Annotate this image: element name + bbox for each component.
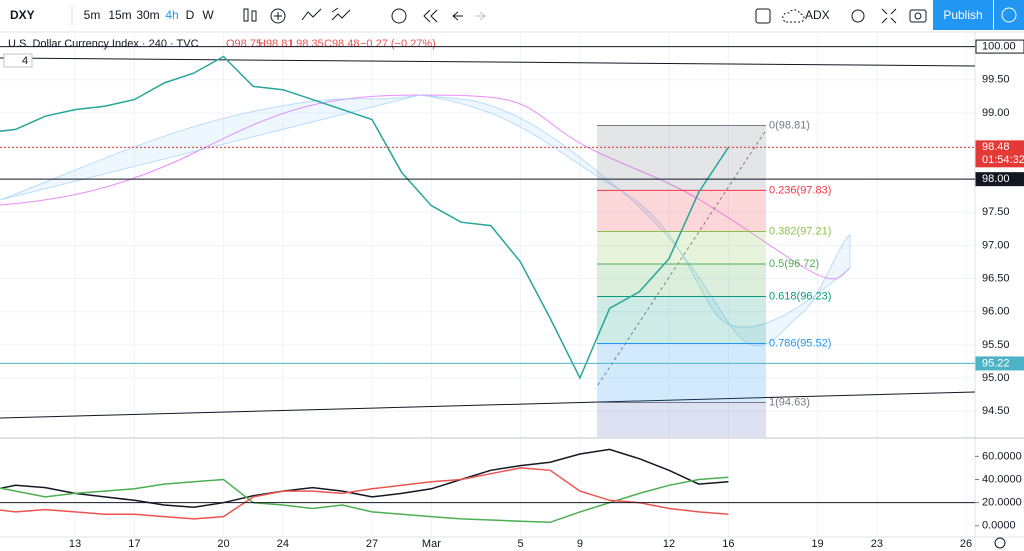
price-tag: [975, 356, 1024, 371]
trend-line: [0, 57, 976, 67]
indicator-name[interactable]: ADX: [805, 8, 830, 22]
trend-line: [0, 391, 976, 419]
x-tick-label: 27: [366, 538, 378, 550]
fib-zone: [597, 231, 766, 264]
fib-zone: [597, 263, 766, 297]
settings-gear[interactable]: [994, 537, 1006, 549]
series-line: [0, 448, 729, 509]
price-tag-label: 98.48: [982, 141, 1010, 153]
toolbar-icons: [243, 7, 927, 24]
hidden-count[interactable]: 4: [22, 55, 28, 67]
snapshot-icon[interactable]: [909, 9, 927, 23]
fib-zone: [597, 125, 766, 191]
replay-icon[interactable]: [423, 9, 438, 23]
interval[interactable]: 15m: [108, 8, 131, 22]
legend-change: −0.27 (−0.27%): [360, 38, 436, 50]
x-tick-label: 26: [960, 538, 972, 550]
series-line: [0, 467, 729, 520]
fib-trend: [597, 129, 767, 386]
fib-label: 0.618(96.23): [769, 290, 831, 302]
fib-zone: [597, 296, 766, 344]
legend-title: U.S. Dollar Currency Index · 240 · TVC: [8, 38, 199, 50]
countdown: 01:54:32: [982, 154, 1024, 166]
add-indicator[interactable]: [270, 8, 286, 24]
x-tick-label: 23: [871, 538, 883, 550]
fib-label: 0(98.81): [769, 119, 810, 131]
x-tick-label: 24: [277, 538, 289, 550]
chart-area: 4 U.S. Dollar Currency Index · 240 · TVC…: [0, 32, 1024, 551]
cloud-icon[interactable]: [782, 9, 805, 23]
publish-button[interactable]: [933, 0, 993, 30]
price-tag: [975, 172, 1024, 187]
legend-low: L98.35: [290, 38, 324, 50]
indicator-tick-label: 40.0000: [982, 473, 1022, 485]
y-tick-label: 96.50: [982, 272, 1010, 284]
fib-label: 1(94.63): [769, 396, 810, 408]
redo-icon[interactable]: [475, 11, 486, 21]
price-tag: [975, 140, 1024, 168]
indicator-tick-label: 60.0000: [982, 450, 1022, 462]
x-tick-label: 9: [577, 538, 583, 550]
ichimoku-cloud: [0, 94, 851, 347]
y-tick-label: 99.50: [982, 74, 1010, 86]
fib-label: 0.786(95.52): [769, 337, 831, 349]
alert-icon[interactable]: [391, 8, 407, 24]
legend-open: O98.75: [226, 38, 262, 50]
x-tick-label: 13: [69, 538, 81, 550]
x-tick-label: Mar: [422, 538, 441, 550]
x-tick-label: 17: [128, 538, 140, 550]
publish-menu-icon: [1001, 7, 1017, 23]
indicators-icon[interactable]: [331, 7, 351, 21]
interval[interactable]: 5m: [84, 8, 101, 22]
price-tag-label: 95.22: [982, 357, 1010, 369]
x-tick-label: 5: [517, 538, 523, 550]
price-tag-label: 100.00: [982, 40, 1016, 52]
fib-label: 0.5(96.72): [769, 258, 819, 270]
interval[interactable]: D: [186, 8, 195, 22]
undo-icon[interactable]: [452, 11, 463, 21]
series-line: [0, 476, 729, 524]
interval[interactable]: W: [202, 8, 214, 22]
y-tick-label: 95.00: [982, 372, 1010, 384]
compare-icon[interactable]: [301, 8, 322, 21]
ichimoku-span-a: [0, 94, 851, 280]
x-tick-label: 19: [811, 538, 823, 550]
fullscreen-icon[interactable]: [881, 8, 897, 24]
y-tick-label: 94.50: [982, 405, 1010, 417]
x-tick-label: 12: [663, 538, 675, 550]
publish-menu[interactable]: [994, 0, 1024, 30]
legend-close: C98.48: [324, 38, 359, 50]
price-tag: [975, 39, 1024, 54]
series-line: [0, 55, 730, 380]
y-tick-label: 95.50: [982, 339, 1010, 351]
fib-zone: [597, 343, 766, 403]
publish-label[interactable]: Publish: [943, 8, 982, 22]
collapse-box[interactable]: [3, 53, 33, 68]
x-tick-label: 16: [722, 538, 734, 550]
toolbar: [0, 0, 1024, 32]
layout-icon[interactable]: [755, 8, 771, 24]
x-tick-label: 20: [217, 538, 229, 550]
fib-label: 0.236(97.83): [769, 184, 831, 196]
symbol[interactable]: DXY: [10, 8, 35, 22]
y-tick-label: 97.00: [982, 239, 1010, 251]
price-tag-label: 98.00: [982, 173, 1010, 185]
fib-label: 0.382(97.21): [769, 225, 831, 237]
y-tick-label: 96.00: [982, 306, 1010, 318]
fib-zone: [597, 402, 766, 437]
settings-icon[interactable]: [851, 9, 865, 23]
interval[interactable]: 30m: [136, 8, 159, 22]
legend-high: H98.81: [258, 38, 293, 50]
candle-icon[interactable]: [251, 10, 257, 22]
fib-zone: [597, 190, 766, 232]
candle-icon[interactable]: [243, 8, 249, 22]
indicator-tick-label: 0.0000: [982, 520, 1016, 532]
interval[interactable]: 4h: [165, 8, 178, 22]
indicator-tick-label: 20.0000: [982, 497, 1022, 509]
y-tick-label: 97.50: [982, 206, 1010, 218]
y-tick-label: 99.00: [982, 107, 1010, 119]
